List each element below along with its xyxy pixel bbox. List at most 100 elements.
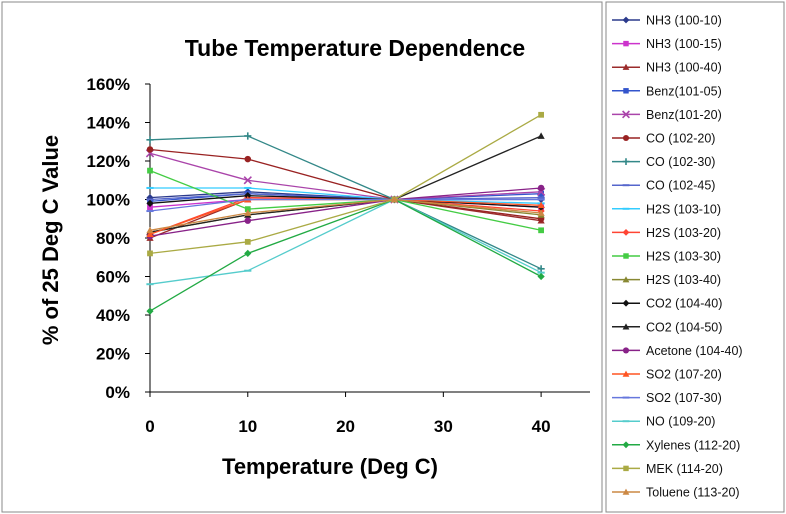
- legend-entry: NH3 (100-10): [612, 14, 722, 28]
- legend-label: H2S (103-30): [646, 250, 721, 264]
- data-point: [244, 249, 252, 257]
- series-line: [149, 148, 542, 220]
- legend-label: NO (109-20): [646, 415, 715, 429]
- series-lines: [145, 111, 546, 315]
- series-line: [149, 187, 542, 237]
- legend-label: NH3 (100-15): [646, 37, 722, 51]
- legend-label: CO (102-45): [646, 179, 715, 193]
- data-point: [244, 206, 251, 213]
- x-tick-label: 20: [336, 417, 355, 436]
- legend-swatch-marker: [622, 299, 630, 307]
- legend-label: Acetone (104-40): [646, 344, 743, 358]
- legend-label: NH3 (100-10): [646, 14, 722, 28]
- legend-label: SO2 (107-20): [646, 368, 722, 382]
- x-tick-label: 40: [532, 417, 551, 436]
- x-tick-label: 0: [145, 417, 154, 436]
- legend-swatch-marker: [623, 40, 629, 47]
- legend-entry: H2S (103-30): [612, 250, 721, 264]
- legend-entry: NH3 (100-40): [612, 61, 722, 75]
- series-line: [150, 187, 542, 204]
- data-point: [390, 195, 399, 203]
- legend-entry: CO (102-30): [612, 155, 715, 169]
- series-6: [146, 132, 545, 273]
- data-point: [146, 146, 154, 153]
- legend-label: Toluene (113-20): [646, 486, 740, 500]
- legend-entry: CO2 (104-50): [612, 320, 722, 334]
- legend-swatch-marker: [622, 134, 630, 142]
- legend-label: H2S (103-40): [646, 273, 721, 287]
- y-tick-label: 100%: [87, 191, 130, 210]
- x-tick-label: 30: [434, 417, 453, 436]
- data-point: [537, 265, 545, 273]
- series-line: [149, 198, 542, 231]
- legend-swatch-marker: [622, 110, 630, 119]
- legend: NH3 (100-10) NH3 (100-15) NH3 (100-40) Benz…: [612, 14, 743, 500]
- y-tick-label: 40%: [96, 306, 130, 325]
- data-point: [243, 176, 252, 185]
- chart-area-border: [1, 1, 603, 513]
- legend-entry: MEK (114-20): [612, 462, 723, 476]
- legend-entry: CO2 (104-40): [612, 297, 722, 311]
- y-tick-label: 60%: [96, 268, 130, 287]
- data-point: [146, 199, 154, 207]
- legend-entry: Benz(101-20): [612, 108, 722, 122]
- legend-swatch-marker: [623, 88, 629, 94]
- legend-swatch-marker: [622, 63, 630, 70]
- data-point: [244, 217, 252, 224]
- legend-entry: NH3 (100-15): [612, 37, 722, 51]
- legend-entry: Acetone (104-40): [612, 344, 743, 358]
- legend-swatch-marker: [622, 276, 630, 283]
- legend-label: NH3 (100-40): [646, 61, 722, 75]
- y-tick-label: 20%: [96, 345, 130, 364]
- legend-label: H2S (103-20): [646, 226, 721, 240]
- data-point: [244, 155, 252, 163]
- legend-label: Benz(101-20): [646, 108, 722, 122]
- y-tick-group: 0% 20% 40% 60% 80% 100% 120% 140% 160%: [87, 75, 150, 402]
- y-tick-label: 80%: [96, 229, 130, 248]
- legend-entry: Xylenes (112-20): [612, 438, 740, 452]
- series-line: [149, 169, 542, 231]
- series-20: [146, 195, 545, 234]
- legend-entry: Benz(101-05): [612, 84, 722, 98]
- legend-border: [605, 1, 785, 513]
- x-tick-label: 10: [238, 417, 257, 436]
- series-line: [149, 193, 542, 201]
- legend-label: CO (102-20): [646, 132, 715, 146]
- y-tick-label: 0%: [105, 383, 130, 402]
- legend-swatch-marker: [623, 253, 629, 259]
- legend-swatch-marker: [622, 158, 630, 165]
- y-axis-label: % of 25 Deg C Value: [38, 135, 63, 345]
- y-tick-label: 160%: [87, 75, 130, 94]
- legend-entry: SO2 (107-30): [612, 391, 722, 405]
- legend-entry: NO (109-20): [612, 415, 715, 429]
- data-point: [147, 204, 153, 211]
- series-line: [149, 135, 542, 233]
- legend-swatch-marker: [623, 465, 629, 472]
- x-tick-group: 0 10 20 30 40: [145, 392, 551, 436]
- series-line: [149, 198, 542, 285]
- legend-entry: H2S (103-20): [612, 226, 721, 240]
- y-tick-label: 120%: [87, 152, 130, 171]
- legend-swatch-marker: [622, 370, 630, 377]
- y-tick-label: 140%: [87, 114, 130, 133]
- data-point: [244, 132, 252, 140]
- legend-entry: H2S (103-40): [612, 273, 721, 287]
- data-point: [244, 238, 251, 245]
- data-point: [537, 201, 545, 209]
- series-line: [149, 196, 542, 235]
- series-line: [149, 135, 542, 270]
- legend-label: MEK (114-20): [646, 462, 723, 476]
- data-point: [147, 250, 153, 257]
- data-point: [537, 132, 545, 139]
- legend-label: SO2 (107-30): [646, 391, 722, 405]
- series-17: [146, 198, 545, 286]
- data-point: [244, 209, 252, 216]
- legend-swatch-marker: [622, 229, 630, 236]
- legend-entry: SO2 (107-20): [612, 368, 722, 382]
- series-line: [149, 195, 542, 208]
- series-line: [149, 152, 542, 201]
- data-point: [146, 226, 154, 234]
- legend-swatch-marker: [622, 488, 630, 495]
- data-point: [538, 227, 544, 234]
